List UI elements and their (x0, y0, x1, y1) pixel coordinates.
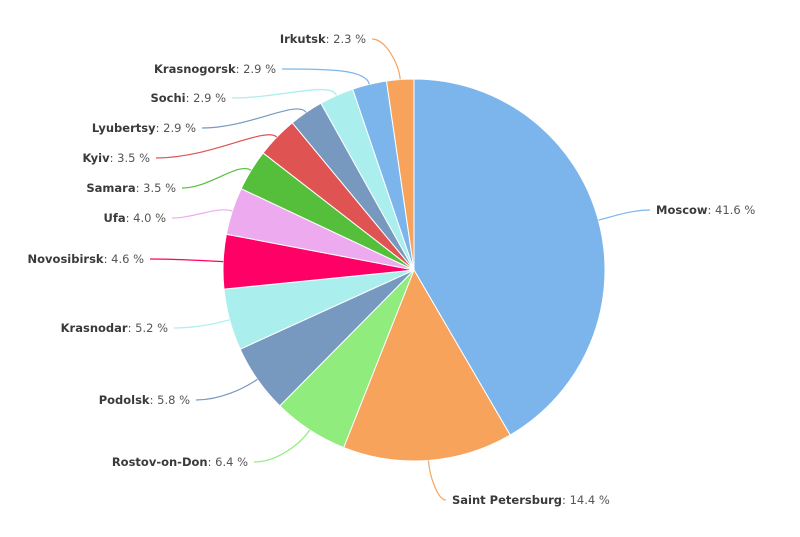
connector-saint-petersburg (427, 460, 447, 501)
connector-rostov-on-don (253, 429, 311, 463)
connector-kyiv (155, 134, 278, 159)
data-label-irkutsk: Irkutsk: 2.3 % (280, 32, 366, 46)
data-label-novosibirsk: Novosibirsk: 4.6 % (28, 252, 145, 266)
connector-podolsk (195, 378, 258, 401)
connector-krasnogorsk (281, 68, 370, 85)
data-label-sochi: Sochi: 2.9 % (150, 91, 226, 105)
connector-moscow (598, 209, 651, 221)
data-labels: Moscow: 41.6 % Saint Petersburg: 14.4 % Ro… (28, 32, 756, 507)
data-label-podolsk: Podolsk: 5.8 % (99, 393, 190, 407)
pie-slice-moscow[interactable] (413, 78, 606, 436)
connector-irkutsk (371, 38, 401, 80)
pie-slice-saint-petersburg[interactable] (343, 269, 511, 462)
label-connectors (149, 38, 651, 501)
data-label-kyiv: Kyiv: 3.5 % (82, 151, 150, 165)
data-label-ufa: Ufa: 4.0 % (103, 211, 166, 225)
data-label-krasnodar: Krasnodar: 5.2 % (61, 321, 168, 335)
connector-novosibirsk (149, 258, 224, 263)
connector-lyubertsy (201, 108, 307, 129)
connector-ufa (171, 209, 233, 219)
data-label-samara: Samara: 3.5 % (86, 181, 176, 195)
data-label-lyubertsy: Lyubertsy: 2.9 % (92, 121, 196, 135)
connector-samara (181, 168, 252, 189)
connector-krasnodar (173, 319, 230, 329)
data-label-rostov-on-don: Rostov-on-Don: 6.4 % (112, 455, 248, 469)
data-label-krasnogorsk: Krasnogorsk: 2.9 % (154, 62, 276, 76)
data-label-saint-petersburg: Saint Petersburg: 14.4 % (452, 493, 610, 507)
data-label-moscow: Moscow: 41.6 % (656, 203, 755, 217)
connector-sochi (231, 88, 338, 99)
pie-slices (222, 78, 606, 462)
